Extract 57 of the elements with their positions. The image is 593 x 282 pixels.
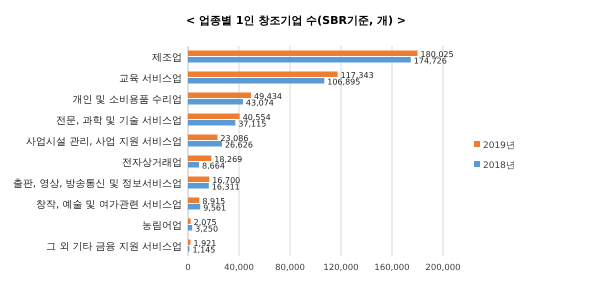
y-tick-label: 농림어업: [142, 220, 182, 232]
data-label: 9,561: [203, 204, 226, 212]
bar: [188, 218, 191, 224]
data-label: 49,434: [254, 92, 282, 101]
bar: [188, 134, 218, 140]
bar: [188, 114, 240, 119]
data-label: 23,086: [220, 134, 248, 143]
data-label: 1,921: [193, 239, 216, 248]
bar: [188, 183, 209, 188]
data-label: 8,915: [202, 197, 226, 206]
bar: [188, 176, 210, 182]
y-tick-label: 제조업: [152, 52, 182, 64]
y-tick-label: 전문, 과학 및 기술 서비스업: [56, 116, 182, 126]
data-label: 180,025: [420, 50, 454, 59]
data-label: 37,115: [238, 120, 266, 128]
bar: [188, 78, 324, 84]
bar: [188, 50, 418, 56]
y-tick-label: 교육 서비스업: [118, 74, 182, 84]
data-label: 117,343: [340, 71, 374, 80]
legend-label: 2018년: [483, 161, 515, 171]
data-label: 1,145: [192, 246, 216, 254]
y-tick-label: 전자상거래업: [122, 158, 182, 168]
data-label: 40,554: [242, 113, 271, 122]
bar: [188, 198, 200, 203]
legend-label: 2019년: [483, 141, 515, 151]
data-label: 16,700: [212, 176, 240, 185]
x-tick-label: 120,000: [323, 263, 359, 273]
bar: [188, 99, 243, 104]
y-tick-label: 개인 및 소비용품 수리업: [72, 94, 182, 106]
bar: [188, 162, 200, 168]
data-label: 3,250: [195, 224, 218, 234]
data-label: 43,074: [246, 98, 274, 108]
y-tick-label: 창작, 예술 및 여가관련 서비스업: [36, 200, 182, 210]
bar: [188, 156, 212, 161]
data-label: 18,269: [214, 155, 242, 164]
data-label: 16,311: [212, 182, 240, 192]
bar: [188, 225, 192, 230]
x-tick-label: 200,000: [425, 263, 461, 273]
bar: [188, 57, 411, 62]
data-label: 174,726: [414, 56, 447, 66]
x-tick-label: 160,000: [374, 263, 410, 273]
data-label: 2,075: [194, 218, 217, 227]
y-tick-label: 사업시설 관리, 사업 지원 서비스업: [26, 136, 182, 148]
x-tick-label: 40,000: [224, 263, 254, 273]
bar: [188, 92, 252, 98]
data-label: 8,664: [202, 162, 225, 170]
bar: [188, 72, 338, 77]
y-tick-label: 그 외 기타 금융 지원 서비스업: [46, 242, 182, 252]
bar: [188, 120, 236, 126]
bar: [188, 141, 222, 146]
x-tick-label: 80,000: [275, 263, 305, 273]
bar: [188, 204, 200, 210]
data-label: 26,626: [224, 140, 253, 150]
chart-title: < 업종별 1인 창조기업 수(SBR기준, 개) >: [186, 14, 406, 27]
data-label: 106,895: [327, 78, 360, 86]
y-tick-label: 출판, 영상, 방송통신 및 정보서비스업: [12, 178, 182, 190]
x-tick-label: 0: [185, 263, 191, 273]
